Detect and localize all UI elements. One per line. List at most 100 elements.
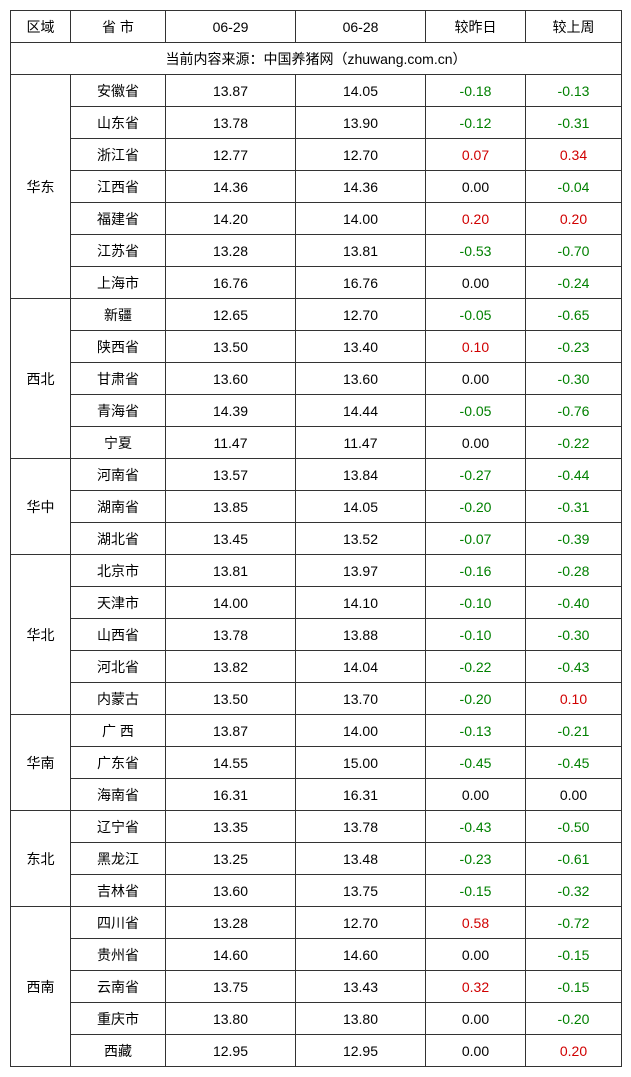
province-cell: 贵州省 <box>71 939 166 971</box>
region-cell: 华东 <box>11 75 71 299</box>
source-line: 当前内容来源：中国养猪网（zhuwang.com.cn） <box>11 43 622 75</box>
date1-cell: 14.39 <box>166 395 296 427</box>
price-table: 区域 省 市 06-29 06-28 较昨日 较上周 当前内容来源：中国养猪网（… <box>10 10 622 1067</box>
vs-yesterday-cell: 0.00 <box>426 171 526 203</box>
vs-lastweek-cell: -0.20 <box>526 1003 622 1035</box>
vs-lastweek-cell: -0.30 <box>526 619 622 651</box>
date1-cell: 16.76 <box>166 267 296 299</box>
province-cell: 黑龙江 <box>71 843 166 875</box>
vs-lastweek-cell: 0.00 <box>526 779 622 811</box>
province-cell: 四川省 <box>71 907 166 939</box>
table-row: 天津市14.0014.10-0.10-0.40 <box>11 587 622 619</box>
province-cell: 云南省 <box>71 971 166 1003</box>
date1-cell: 13.50 <box>166 331 296 363</box>
province-cell: 江西省 <box>71 171 166 203</box>
date2-cell: 13.60 <box>296 363 426 395</box>
date2-cell: 16.31 <box>296 779 426 811</box>
table-row: 甘肃省13.6013.600.00-0.30 <box>11 363 622 395</box>
date1-cell: 13.81 <box>166 555 296 587</box>
date1-cell: 13.35 <box>166 811 296 843</box>
date1-cell: 13.45 <box>166 523 296 555</box>
vs-lastweek-cell: 0.20 <box>526 1035 622 1067</box>
table-row: 山东省13.7813.90-0.12-0.31 <box>11 107 622 139</box>
date2-cell: 12.70 <box>296 299 426 331</box>
vs-yesterday-cell: 0.00 <box>426 1035 526 1067</box>
vs-yesterday-cell: -0.22 <box>426 651 526 683</box>
date1-cell: 13.28 <box>166 235 296 267</box>
vs-yesterday-cell: 0.00 <box>426 939 526 971</box>
table-row: 湖北省13.4513.52-0.07-0.39 <box>11 523 622 555</box>
date2-cell: 12.70 <box>296 907 426 939</box>
province-cell: 山西省 <box>71 619 166 651</box>
table-row: 江苏省13.2813.81-0.53-0.70 <box>11 235 622 267</box>
vs-lastweek-cell: 0.10 <box>526 683 622 715</box>
date1-cell: 13.80 <box>166 1003 296 1035</box>
table-row: 福建省14.2014.000.200.20 <box>11 203 622 235</box>
province-cell: 山东省 <box>71 107 166 139</box>
vs-yesterday-cell: -0.43 <box>426 811 526 843</box>
vs-yesterday-cell: 0.10 <box>426 331 526 363</box>
province-cell: 宁夏 <box>71 427 166 459</box>
province-cell: 青海省 <box>71 395 166 427</box>
vs-lastweek-cell: 0.20 <box>526 203 622 235</box>
header-date1: 06-29 <box>166 11 296 43</box>
region-cell: 西南 <box>11 907 71 1067</box>
vs-yesterday-cell: 0.00 <box>426 363 526 395</box>
vs-yesterday-cell: -0.53 <box>426 235 526 267</box>
vs-lastweek-cell: -0.22 <box>526 427 622 459</box>
vs-yesterday-cell: -0.12 <box>426 107 526 139</box>
province-cell: 吉林省 <box>71 875 166 907</box>
date1-cell: 14.00 <box>166 587 296 619</box>
province-cell: 甘肃省 <box>71 363 166 395</box>
header-province: 省 市 <box>71 11 166 43</box>
table-row: 吉林省13.6013.75-0.15-0.32 <box>11 875 622 907</box>
table-row: 广东省14.5515.00-0.45-0.45 <box>11 747 622 779</box>
date1-cell: 13.28 <box>166 907 296 939</box>
vs-lastweek-cell: -0.24 <box>526 267 622 299</box>
table-row: 华南广 西13.8714.00-0.13-0.21 <box>11 715 622 747</box>
vs-yesterday-cell: 0.00 <box>426 427 526 459</box>
vs-lastweek-cell: -0.45 <box>526 747 622 779</box>
date2-cell: 12.95 <box>296 1035 426 1067</box>
date1-cell: 16.31 <box>166 779 296 811</box>
date2-cell: 16.76 <box>296 267 426 299</box>
table-row: 华东安徽省13.8714.05-0.18-0.13 <box>11 75 622 107</box>
header-row: 区域 省 市 06-29 06-28 较昨日 较上周 <box>11 11 622 43</box>
vs-yesterday-cell: 0.00 <box>426 1003 526 1035</box>
vs-yesterday-cell: -0.05 <box>426 299 526 331</box>
date1-cell: 14.55 <box>166 747 296 779</box>
vs-yesterday-cell: -0.10 <box>426 619 526 651</box>
date2-cell: 13.97 <box>296 555 426 587</box>
date1-cell: 14.20 <box>166 203 296 235</box>
vs-lastweek-cell: -0.70 <box>526 235 622 267</box>
date2-cell: 13.52 <box>296 523 426 555</box>
vs-yesterday-cell: -0.16 <box>426 555 526 587</box>
table-row: 湖南省13.8514.05-0.20-0.31 <box>11 491 622 523</box>
table-row: 河北省13.8214.04-0.22-0.43 <box>11 651 622 683</box>
vs-yesterday-cell: 0.00 <box>426 267 526 299</box>
province-cell: 河北省 <box>71 651 166 683</box>
date1-cell: 13.85 <box>166 491 296 523</box>
vs-lastweek-cell: -0.76 <box>526 395 622 427</box>
table-row: 海南省16.3116.310.000.00 <box>11 779 622 811</box>
vs-lastweek-cell: -0.65 <box>526 299 622 331</box>
table-row: 重庆市13.8013.800.00-0.20 <box>11 1003 622 1035</box>
date2-cell: 13.43 <box>296 971 426 1003</box>
vs-yesterday-cell: -0.23 <box>426 843 526 875</box>
province-cell: 河南省 <box>71 459 166 491</box>
date2-cell: 13.40 <box>296 331 426 363</box>
vs-yesterday-cell: 0.07 <box>426 139 526 171</box>
date2-cell: 14.36 <box>296 171 426 203</box>
vs-yesterday-cell: 0.58 <box>426 907 526 939</box>
vs-lastweek-cell: -0.50 <box>526 811 622 843</box>
province-cell: 广东省 <box>71 747 166 779</box>
table-row: 上海市16.7616.760.00-0.24 <box>11 267 622 299</box>
table-row: 宁夏11.4711.470.00-0.22 <box>11 427 622 459</box>
table-row: 江西省14.3614.360.00-0.04 <box>11 171 622 203</box>
header-vs-lastweek: 较上周 <box>526 11 622 43</box>
vs-lastweek-cell: -0.61 <box>526 843 622 875</box>
table-body: 华东安徽省13.8714.05-0.18-0.13山东省13.7813.90-0… <box>11 75 622 1067</box>
date2-cell: 14.00 <box>296 203 426 235</box>
province-cell: 辽宁省 <box>71 811 166 843</box>
date2-cell: 13.84 <box>296 459 426 491</box>
